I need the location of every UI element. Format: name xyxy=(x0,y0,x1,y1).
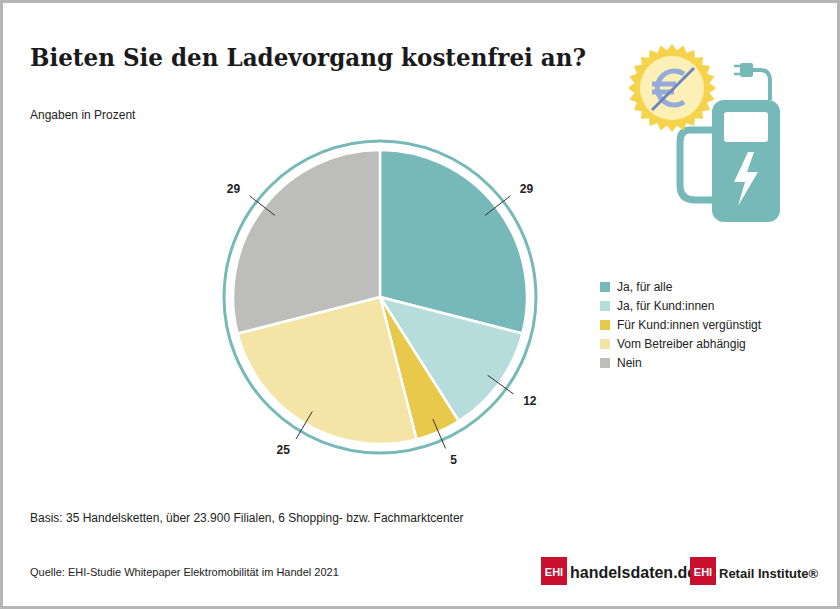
icon-plug xyxy=(740,63,753,77)
leader-line xyxy=(296,411,312,439)
data-label: 5 xyxy=(450,453,457,467)
pie-ring xyxy=(224,141,536,453)
logo-mark: EHI xyxy=(545,566,563,578)
icon-badge xyxy=(628,44,716,132)
data-label: 12 xyxy=(523,394,537,408)
data-label: 25 xyxy=(277,443,291,457)
legend-swatch xyxy=(600,301,610,311)
icon-cable xyxy=(752,70,770,100)
title: Bieten Sie den Ladevorgang kostenfrei an… xyxy=(30,43,586,72)
logo-box xyxy=(541,557,567,585)
icon-screen xyxy=(724,112,768,142)
icon xyxy=(628,44,780,222)
leader-line xyxy=(250,196,275,216)
legend-label: Ja, für Kund:innen xyxy=(617,299,714,313)
legend-label: Vom Betreiber abhängig xyxy=(617,337,746,351)
logo-mark: EHI xyxy=(694,566,712,578)
icon-badge-inner xyxy=(640,56,704,120)
legend-label: Nein xyxy=(617,356,642,370)
icon-bolt xyxy=(734,152,758,206)
logo-box xyxy=(690,557,716,585)
leader-line xyxy=(485,196,510,216)
legend: Ja, für alle Ja, für Kund:innen Für Kund:i… xyxy=(600,280,762,370)
frame xyxy=(2,2,839,608)
icon-body xyxy=(712,100,780,222)
logo-text: handelsdaten.de xyxy=(570,564,696,581)
leader-line xyxy=(488,375,514,394)
pie: 29 12 5 25 29 xyxy=(224,141,537,467)
slice xyxy=(233,150,380,334)
subtitle: Angaben in Prozent xyxy=(30,108,136,122)
leader-line xyxy=(433,419,446,448)
legend-swatch xyxy=(600,282,610,292)
icon-strike xyxy=(652,68,694,110)
icon-hose xyxy=(680,130,712,200)
data-label: 29 xyxy=(520,182,534,196)
source: Quelle: EHI-Studie Whitepaper Elektromob… xyxy=(30,566,339,578)
basis: Basis: 35 Handelsketten, über 23.900 Fil… xyxy=(30,511,464,525)
legend-swatch xyxy=(600,320,610,330)
icon-euro xyxy=(652,71,684,105)
legend-swatch xyxy=(600,358,610,368)
chart: Bieten Sie den Ladevorgang kostenfrei an… xyxy=(0,0,840,609)
legend-label: Ja, für alle xyxy=(617,280,673,294)
logo-text: Retail Institute® xyxy=(719,566,819,581)
legend-swatch xyxy=(600,339,610,349)
legend-label: Für Kund:innen vergünstigt xyxy=(617,318,762,332)
icon-pins xyxy=(734,66,740,74)
data-label: 29 xyxy=(227,182,241,196)
